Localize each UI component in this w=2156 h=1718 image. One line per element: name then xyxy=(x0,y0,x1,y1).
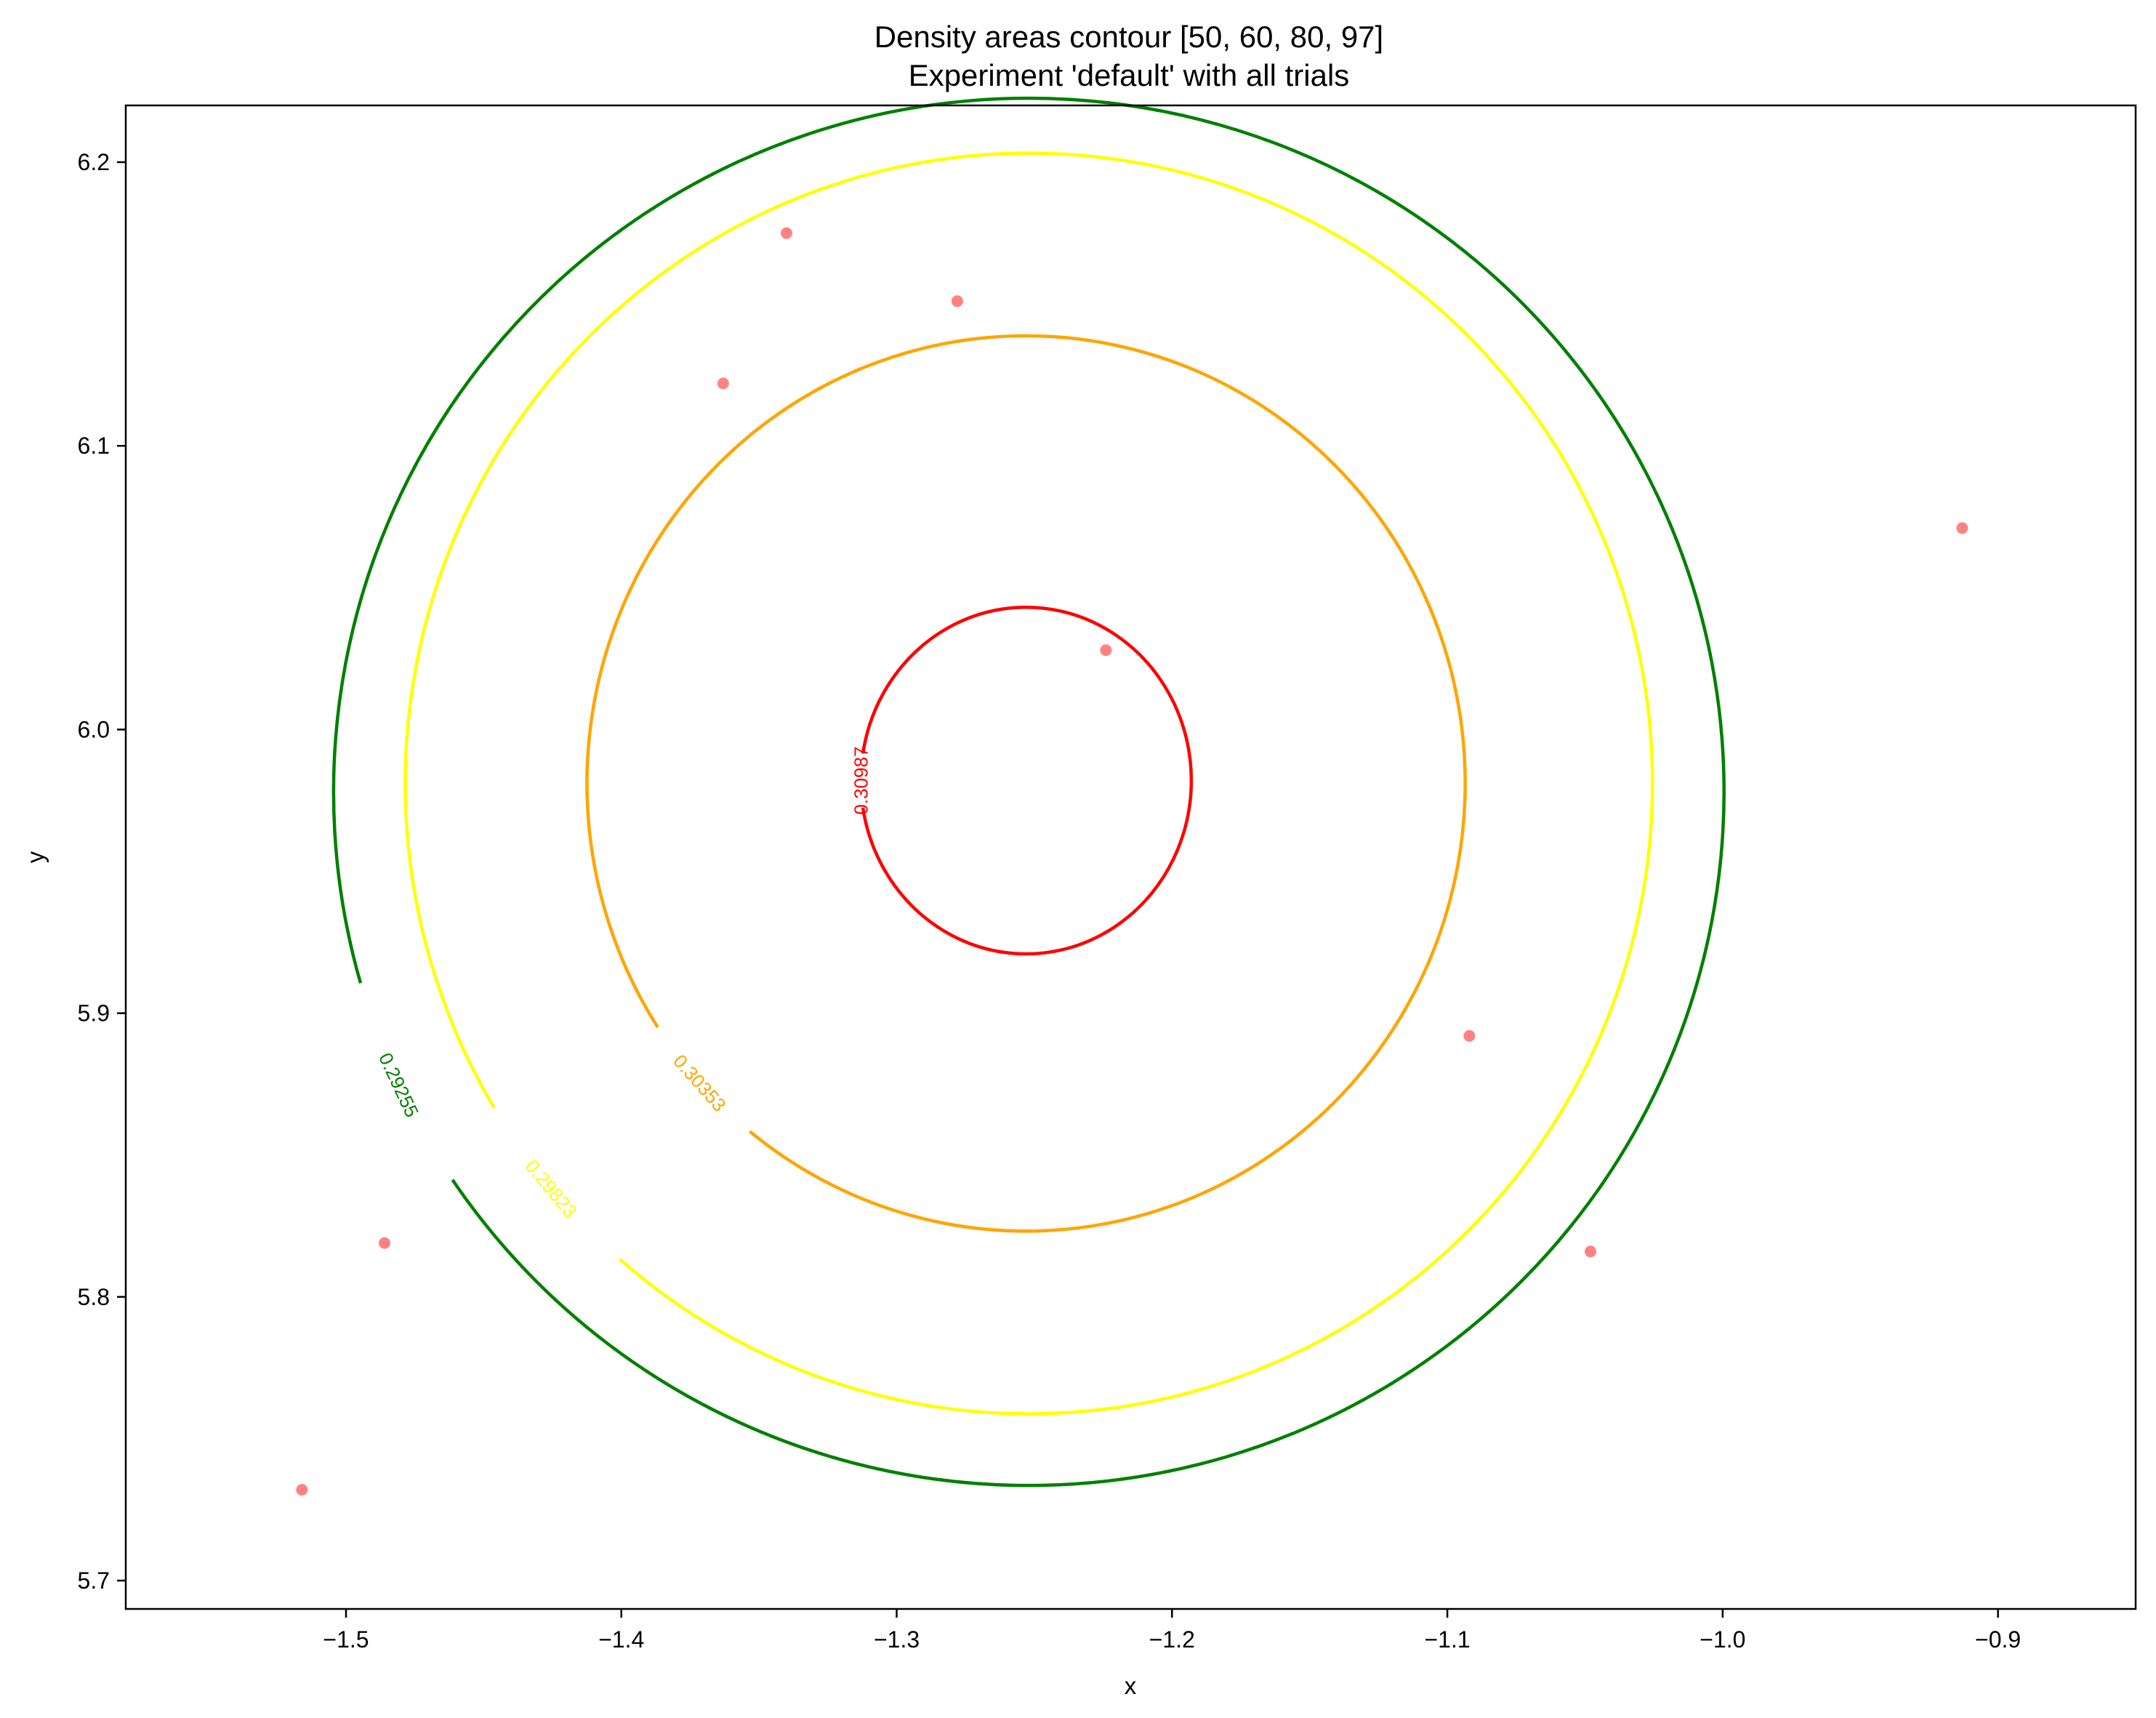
contour-line-0 xyxy=(331,96,1726,1488)
y-tick-label: 6.2 xyxy=(78,149,110,175)
y-tick-label: 5.9 xyxy=(78,1000,110,1027)
y-tick-label: 5.7 xyxy=(78,1568,110,1594)
chart-subtitle: Experiment 'default' with all trials xyxy=(909,58,1350,92)
y-tick-label: 5.8 xyxy=(78,1284,110,1310)
data-point-5 xyxy=(1463,1029,1476,1042)
contour-line-2 xyxy=(585,334,1467,1233)
data-point-2 xyxy=(717,377,729,390)
x-axis-label: x xyxy=(1125,1672,1137,1699)
x-tick-label: −1.1 xyxy=(1424,1626,1470,1653)
x-tick-label: −1.4 xyxy=(598,1626,644,1653)
x-tick-label: −1.3 xyxy=(874,1626,920,1653)
x-tick-label: −0.9 xyxy=(1975,1626,2021,1653)
x-axis: −1.5 −1.4 −1.3 −1.2 −1.1 −1.0 −0.9 xyxy=(323,1609,2021,1653)
y-axis-label: y xyxy=(22,851,49,863)
data-point-1 xyxy=(951,295,963,308)
chart-title: Density areas contour [50, 60, 80, 97] xyxy=(874,20,1383,54)
y-axis: 5.7 5.8 5.9 6.0 6.1 6.2 xyxy=(78,149,126,1594)
data-point-6 xyxy=(1585,1245,1596,1258)
plot-frame xyxy=(124,104,2137,1610)
contour-line-1 xyxy=(403,151,1654,1416)
x-tick-label: −1.0 xyxy=(1700,1626,1745,1653)
contour-line-3 xyxy=(861,606,1194,956)
x-tick-label: −1.5 xyxy=(323,1626,369,1653)
data-point-7 xyxy=(379,1237,390,1249)
data-point-3 xyxy=(1956,522,1968,534)
y-tick-label: 6.0 xyxy=(78,716,110,742)
data-point-4 xyxy=(1100,644,1112,657)
plot-area: 0.29255 0.29823 0.30353 0.30987 xyxy=(296,96,1968,1496)
x-tick-label: −1.2 xyxy=(1149,1626,1195,1653)
contour-label-2: 0.30353 xyxy=(669,1050,731,1115)
contour-label-1: 0.29823 xyxy=(521,1155,582,1221)
data-point-8 xyxy=(296,1484,308,1496)
data-point-0 xyxy=(781,227,792,239)
contour-label-3: 0.30987 xyxy=(850,747,872,815)
contour-label-0: 0.29255 xyxy=(374,1049,423,1120)
y-tick-label: 6.1 xyxy=(78,433,110,459)
